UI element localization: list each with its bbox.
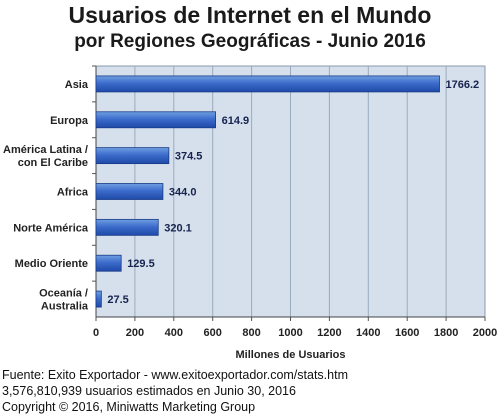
x-axis-title: Millones de Usuarios <box>235 349 345 361</box>
bar-6 <box>95 290 102 308</box>
x-tick-label: 1800 <box>434 327 458 339</box>
bar-3 <box>95 183 164 200</box>
value-label: 27.5 <box>107 294 128 306</box>
x-tick-label: 800 <box>242 327 260 339</box>
x-tick-label: 1200 <box>317 327 341 339</box>
x-tick-label: 0 <box>93 327 99 339</box>
bar-1 <box>95 111 216 129</box>
bar-5 <box>95 254 122 272</box>
x-tick-label: 1600 <box>395 327 419 339</box>
value-label: 614.9 <box>222 115 250 127</box>
category-label: Europa <box>50 115 89 127</box>
bar-2 <box>95 147 170 165</box>
source-note: Fuente: Exito Exportador - www.exitoexpo… <box>2 368 348 382</box>
category-label: Australia <box>41 301 89 313</box>
chart-subtitle: por Regiones Geográficas - Junio 2016 <box>74 31 426 52</box>
value-label: 374.5 <box>175 151 203 163</box>
category-label: Oceanía / <box>39 288 88 300</box>
x-tick-label: 2000 <box>473 327 497 339</box>
x-tick-label: 200 <box>126 327 144 339</box>
bar-4 <box>95 218 159 236</box>
copyright-note: Copyright © 2016, Miniwatts Marketing Gr… <box>2 400 256 414</box>
category-label: América Latina / <box>3 144 88 156</box>
x-tick-label: 1000 <box>278 327 302 339</box>
value-label: 344.0 <box>169 187 197 199</box>
estimate-note: 3,576,810,939 usuarios estimados en Juni… <box>2 384 296 398</box>
bar-chart: 0 200 400 600 800 1000 1200 1400 1600 1800 2000 176… <box>3 65 497 361</box>
bar-0 <box>95 75 440 93</box>
category-label: Norte América <box>13 222 89 234</box>
x-tick-label: 400 <box>165 327 183 339</box>
x-tick-label: 600 <box>204 327 222 339</box>
x-tick-label: 1400 <box>356 327 380 339</box>
category-label: Asia <box>65 79 89 91</box>
category-label: Medio Oriente <box>15 258 88 270</box>
category-label: Africa <box>57 187 89 199</box>
value-label: 320.1 <box>164 222 192 234</box>
value-label: 1766.2 <box>446 79 480 91</box>
chart-title: Usuarios de Internet en el Mundo <box>68 2 432 28</box>
category-label: con El Caribe <box>18 157 88 169</box>
value-label: 129.5 <box>127 258 155 270</box>
